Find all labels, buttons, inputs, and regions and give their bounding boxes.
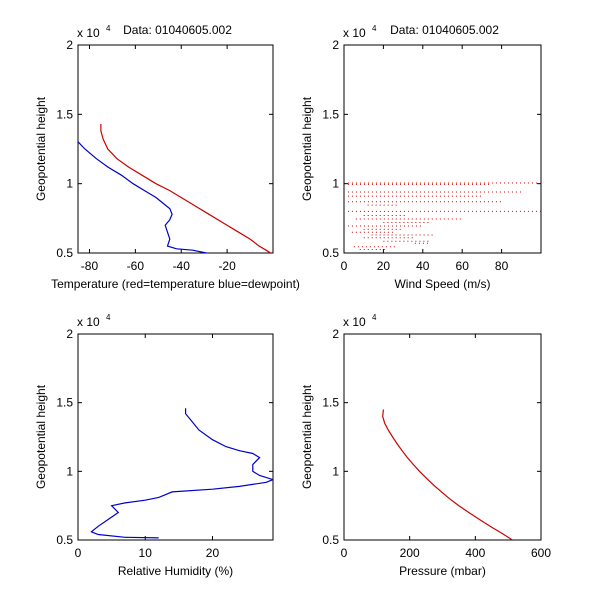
y-exponent: 4 xyxy=(106,24,111,33)
y-tick-label: 1 xyxy=(66,464,73,478)
y-exponent: 4 xyxy=(372,313,377,322)
y-axis-label: Geopotential height xyxy=(300,384,314,489)
plot-frame xyxy=(77,333,274,541)
x-tick-label: 0 xyxy=(341,546,348,560)
x-tick-label: 10 xyxy=(139,546,153,560)
y-tick-label: 2 xyxy=(332,38,339,52)
y-tick-label: 2 xyxy=(66,327,73,341)
y-tick-label: 1.5 xyxy=(56,396,73,410)
y-tick-label: 2 xyxy=(332,327,339,341)
plot-area xyxy=(347,182,541,251)
y-tick-label: 1 xyxy=(66,177,73,191)
y-tick-label: 1.5 xyxy=(322,396,339,410)
plot-area xyxy=(382,409,513,540)
subplot-3: 0 10 20 0.5 1 1.5 2 x 10 4 Relative Humidity (%) G… xyxy=(34,313,274,578)
plot-area xyxy=(90,408,273,539)
y-exponent-label: x 10 xyxy=(343,315,366,329)
y-exponent-label: x 10 xyxy=(343,26,366,40)
x-axis-label: Wind Speed (m/s) xyxy=(394,277,490,291)
x-tick-label: 0 xyxy=(75,546,82,560)
plot-area xyxy=(78,124,272,253)
y-tick-label: 0.5 xyxy=(322,533,339,547)
x-tick-label: -80 xyxy=(81,259,99,273)
y-exponent-label: x 10 xyxy=(77,315,100,329)
y-exponent-label: x 10 xyxy=(77,26,100,40)
x-tick-label: 20 xyxy=(377,259,391,273)
x-tick-label: -60 xyxy=(127,259,145,273)
y-tick-label: 1 xyxy=(332,177,339,191)
y-axis-label: Geopotential height xyxy=(34,384,48,489)
y-tick-label: 1.5 xyxy=(322,107,339,121)
subplot-4: 0 200 400 600 0.5 1 1.5 2 x 10 4 Pressure (mbar) Ge… xyxy=(300,313,551,578)
y-axis-label: Geopotential height xyxy=(300,96,314,201)
y-tick-label: 2 xyxy=(66,38,73,52)
series-line-1 xyxy=(100,124,272,253)
chart-title: Data: 01040605.002 xyxy=(390,23,499,37)
y-tick-label: 0.5 xyxy=(322,246,339,260)
x-tick-label: -40 xyxy=(173,259,191,273)
x-tick-label: 20 xyxy=(206,546,220,560)
plot-frame xyxy=(343,333,542,541)
y-axis-label: Geopotential height xyxy=(34,96,48,201)
chart-title: Data: 01040605.002 xyxy=(123,23,232,37)
x-tick-label: 0 xyxy=(341,259,348,273)
series-line-1 xyxy=(90,408,273,539)
series-line-1 xyxy=(382,409,513,540)
plot-frame xyxy=(343,44,542,254)
y-tick-label: 1 xyxy=(332,464,339,478)
x-tick-label: 400 xyxy=(465,546,485,560)
x-tick-label: 80 xyxy=(495,259,509,273)
y-tick-label: 0.5 xyxy=(56,533,73,547)
x-tick-label: 60 xyxy=(456,259,470,273)
y-tick-label: 0.5 xyxy=(56,246,73,260)
x-axis-label: Temperature (red=temperature blue=dewpoi… xyxy=(51,277,300,291)
x-tick-label: 600 xyxy=(531,546,551,560)
x-tick-label: 200 xyxy=(400,546,420,560)
plot-frame xyxy=(77,44,274,254)
x-tick-label: 40 xyxy=(416,259,430,273)
x-axis-label: Pressure (mbar) xyxy=(399,564,486,578)
x-tick-label: -20 xyxy=(218,259,236,273)
x-axis-label: Relative Humidity (%) xyxy=(118,564,233,578)
subplot-2: 0 20 40 60 80 0.5 1 1.5 2 x 10 4 Data: 01040605.002… xyxy=(300,23,542,291)
y-tick-label: 1.5 xyxy=(56,107,73,121)
subplot-1: -80 -60 -40 -20 0.5 1 1.5 2 x 10 4 Data: 01040605.… xyxy=(34,23,300,291)
series-line-2 xyxy=(78,140,207,253)
y-exponent: 4 xyxy=(106,313,111,322)
y-exponent: 4 xyxy=(372,24,377,33)
